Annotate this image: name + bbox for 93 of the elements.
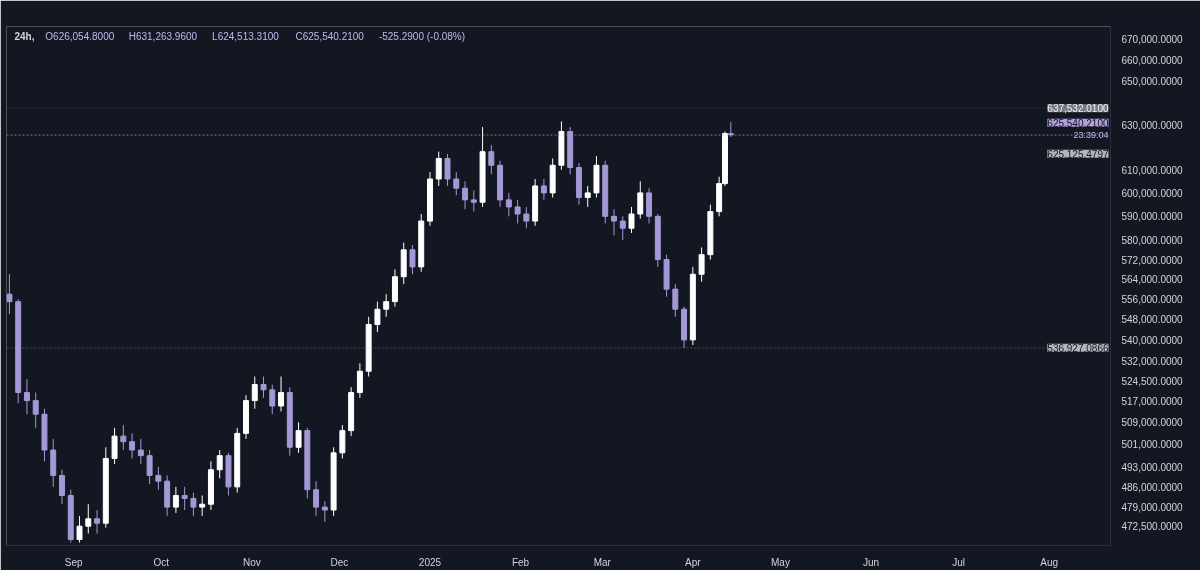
x-tick-label: Sep bbox=[64, 556, 84, 568]
y-tick-label: 532,000.0000 bbox=[1121, 355, 1184, 367]
chart-title: 24h, bbox=[14, 30, 35, 42]
y-tick-label: 501,000.0000 bbox=[1121, 439, 1184, 451]
y-tick-label: 572,000.0000 bbox=[1121, 254, 1184, 266]
candlestick bbox=[146, 449, 153, 485]
candlestick bbox=[505, 192, 512, 217]
annotation: O626,054.8000 bbox=[45, 30, 115, 42]
y-tick-label: 479,000.0000 bbox=[1121, 502, 1184, 514]
candlestick bbox=[523, 206, 530, 229]
candlestick bbox=[646, 187, 653, 224]
candlestick bbox=[172, 486, 179, 514]
candlestick bbox=[321, 500, 328, 523]
candlestick bbox=[129, 432, 136, 459]
candlestick bbox=[85, 503, 92, 535]
x-tick-label: Oct bbox=[153, 556, 170, 568]
candlestick bbox=[181, 486, 188, 511]
y-tick-label: 509,000.0000 bbox=[1121, 417, 1184, 429]
y-tick-label: 540,000.0000 bbox=[1121, 334, 1184, 346]
candlestick bbox=[137, 438, 144, 465]
candlestick bbox=[313, 480, 320, 517]
x-tick-label: Jul bbox=[952, 556, 966, 568]
x-tick-label: Aug bbox=[1040, 556, 1059, 568]
x-tick-label: Nov bbox=[242, 556, 261, 568]
candlestick bbox=[383, 293, 390, 318]
x-tick-label: Feb bbox=[511, 556, 530, 568]
y-tick-label: 650,000.0000 bbox=[1121, 76, 1184, 88]
candlestick bbox=[409, 244, 416, 275]
candlestick bbox=[23, 378, 30, 415]
y-tick-label: 590,000.0000 bbox=[1121, 211, 1184, 223]
candlestick bbox=[76, 515, 83, 544]
y-tick-label: 600,000.0000 bbox=[1121, 187, 1184, 199]
x-tick-label: Apr bbox=[685, 556, 702, 568]
candlestick bbox=[619, 215, 626, 241]
y-tick-label: 564,000.0000 bbox=[1121, 274, 1184, 286]
y-tick-label: 486,000.0000 bbox=[1121, 481, 1184, 493]
y-tick-label: 670,000.0000 bbox=[1121, 33, 1184, 45]
candlestick bbox=[444, 153, 451, 187]
candlestick bbox=[470, 190, 477, 213]
candlestick bbox=[453, 171, 460, 196]
y-tick-label: 660,000.0000 bbox=[1121, 54, 1184, 66]
candlestick bbox=[6, 273, 13, 315]
candlestick bbox=[339, 424, 346, 459]
x-tick-label: Jun bbox=[862, 556, 880, 568]
candlestick bbox=[584, 185, 591, 208]
annotation: -525.2900 (-0.08%) bbox=[378, 30, 466, 42]
candlestick bbox=[94, 509, 101, 535]
candlestick bbox=[637, 180, 644, 220]
candlestick bbox=[199, 495, 206, 517]
ref-line-label: 637,532.0100 bbox=[1047, 103, 1109, 115]
candlestick bbox=[374, 301, 381, 333]
candlestick bbox=[672, 283, 679, 318]
y-tick-label: 472,500.0000 bbox=[1121, 521, 1184, 533]
ref-line-label: 536,927.0866 bbox=[1047, 342, 1109, 354]
candlestick bbox=[488, 144, 495, 175]
y-tick-label: 580,000.0000 bbox=[1121, 235, 1184, 247]
x-tick-label: 2025 bbox=[418, 556, 442, 568]
y-tick-label: 493,000.0000 bbox=[1121, 461, 1184, 473]
candlestick bbox=[611, 208, 617, 236]
candlestick bbox=[356, 362, 363, 399]
candlestick bbox=[155, 466, 162, 491]
candlestick bbox=[111, 427, 118, 465]
annotation: 23:39:04 bbox=[1073, 129, 1109, 140]
candlestick bbox=[514, 199, 521, 224]
x-tick-label: Dec bbox=[330, 556, 349, 568]
annotation: L624,513.3100 bbox=[212, 30, 280, 42]
annotation: H631,263.9600 bbox=[128, 30, 198, 42]
candlestick bbox=[190, 492, 197, 517]
candlestick bbox=[278, 376, 285, 412]
y-tick-label: 524,500.0000 bbox=[1121, 375, 1184, 387]
annotation: C625,540.2100 bbox=[295, 30, 365, 42]
candlestick bbox=[251, 376, 258, 410]
candlestick bbox=[269, 384, 276, 415]
ref-line-label: 625,125.4797 bbox=[1047, 148, 1109, 160]
x-tick-label: Mar bbox=[593, 556, 612, 568]
candlestick bbox=[120, 424, 127, 451]
candlestick bbox=[59, 469, 65, 505]
candlestick bbox=[698, 246, 705, 283]
y-tick-label: 548,000.0000 bbox=[1121, 314, 1184, 326]
candlestick bbox=[216, 449, 223, 479]
candlestick bbox=[295, 421, 302, 454]
candlestick bbox=[32, 392, 39, 429]
x-tick-label: May bbox=[771, 556, 790, 568]
candlestick bbox=[462, 180, 469, 210]
candlestick bbox=[435, 151, 442, 187]
ref-line-label: 625,540.2100 bbox=[1047, 117, 1109, 129]
candlestick bbox=[540, 178, 547, 201]
y-tick-label: 610,000.0000 bbox=[1121, 164, 1184, 176]
candlestick bbox=[260, 376, 267, 399]
y-tick-label: 517,000.0000 bbox=[1121, 395, 1184, 407]
y-tick-label: 630,000.0000 bbox=[1121, 119, 1184, 131]
y-tick-label: 556,000.0000 bbox=[1121, 294, 1184, 306]
candlestick bbox=[628, 206, 635, 234]
